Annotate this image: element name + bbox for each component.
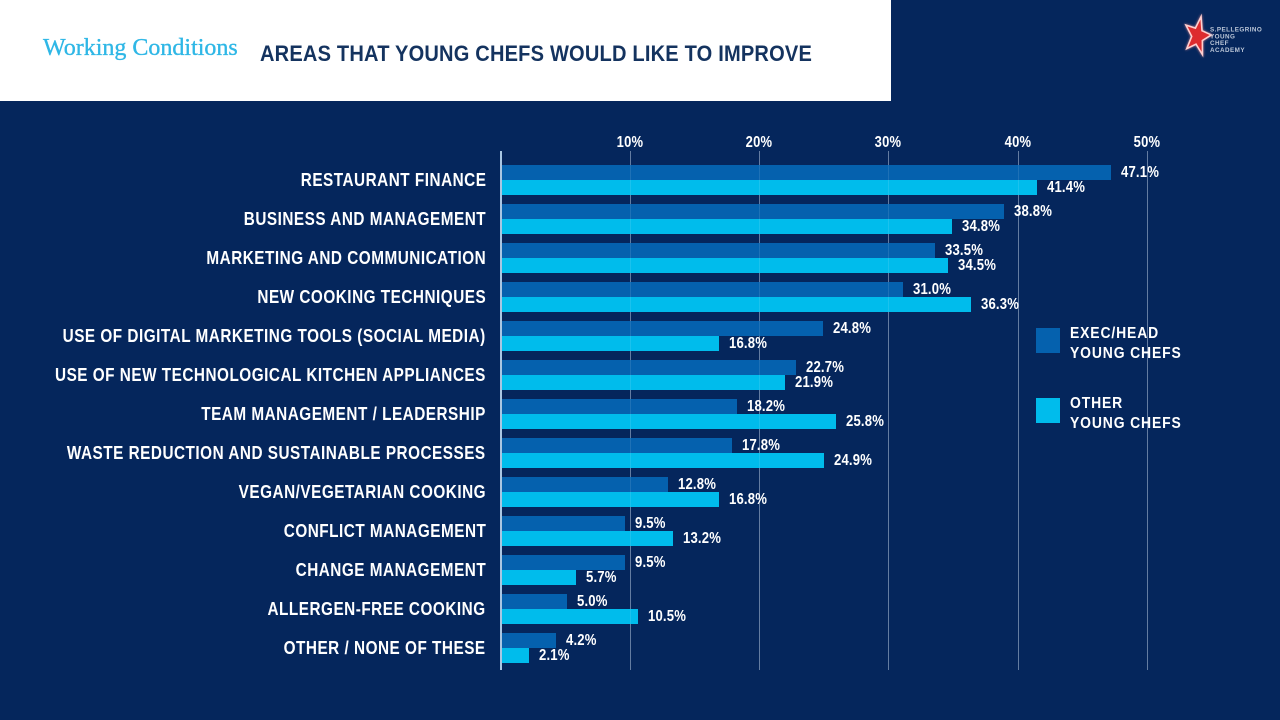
svg-text:YOUNG: YOUNG <box>1210 33 1235 40</box>
svg-text:CHEF: CHEF <box>1210 40 1229 47</box>
svg-text:ACADEMY: ACADEMY <box>1210 47 1245 54</box>
svg-text:S.PELLEGRINO: S.PELLEGRINO <box>1210 27 1262 34</box>
